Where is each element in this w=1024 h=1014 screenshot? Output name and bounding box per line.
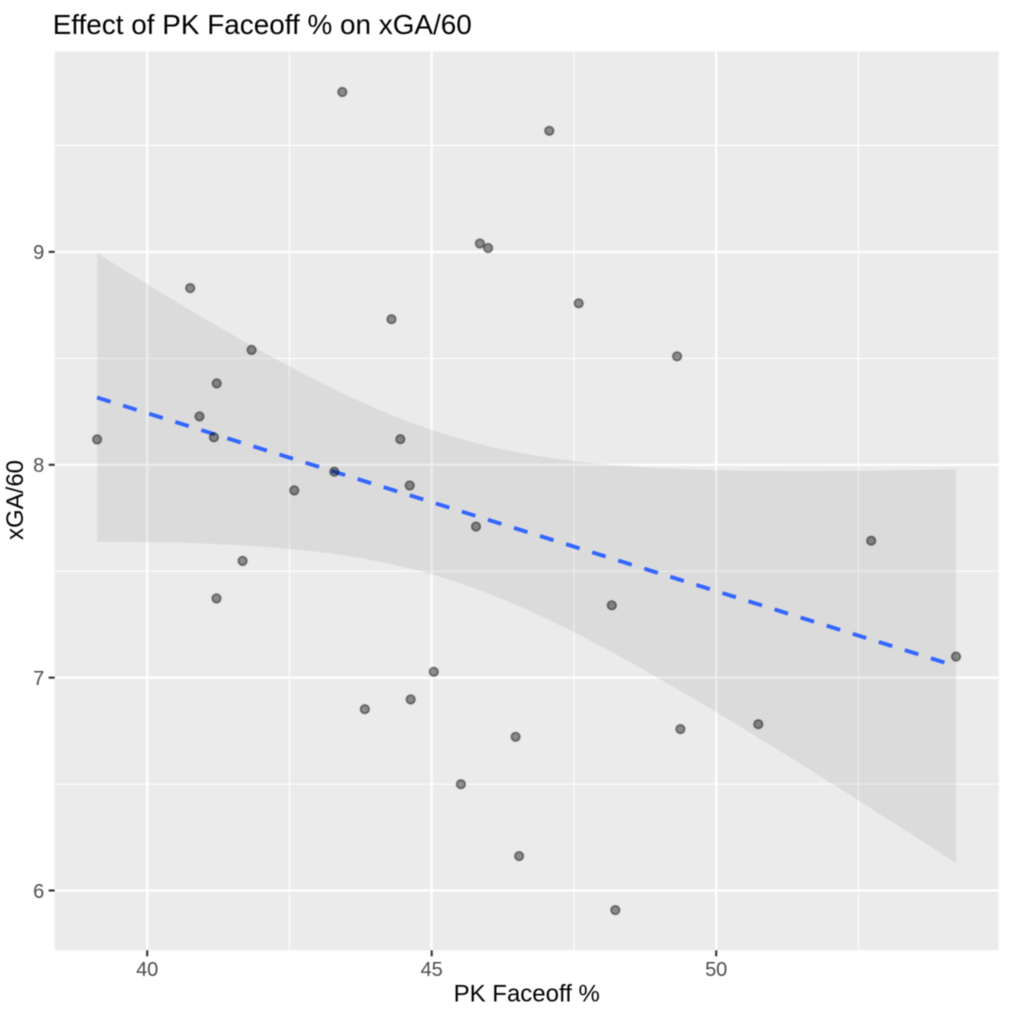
- svg-text:9: 9: [33, 242, 44, 264]
- svg-text:xGA/60: xGA/60: [2, 460, 29, 540]
- svg-text:6: 6: [33, 881, 44, 903]
- svg-text:PK Faceoff %: PK Faceoff %: [454, 980, 600, 1007]
- svg-text:40: 40: [136, 959, 158, 981]
- svg-text:50: 50: [705, 959, 727, 981]
- svg-text:45: 45: [421, 959, 443, 981]
- svg-text:Effect of PK Faceoff % on xGA/: Effect of PK Faceoff % on xGA/60: [53, 9, 472, 40]
- svg-text:8: 8: [33, 455, 44, 477]
- svg-text:7: 7: [33, 668, 44, 690]
